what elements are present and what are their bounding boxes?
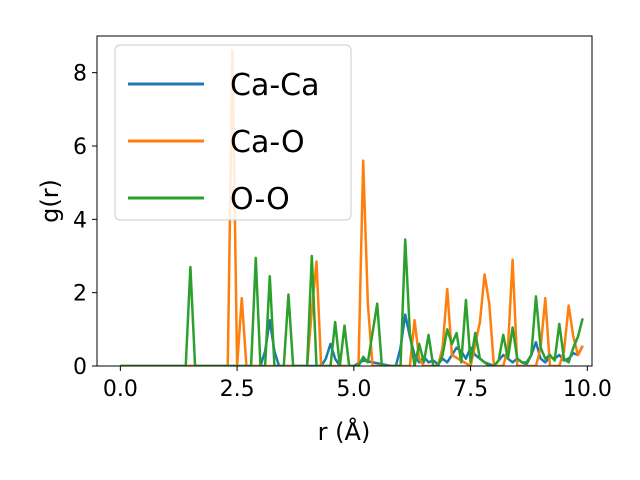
y-tick-label: 4 xyxy=(73,208,87,233)
x-axis: 0.0 2.5 5.0 7.5 10.0 xyxy=(103,366,612,402)
y-axis: 0 2 4 6 8 xyxy=(73,62,97,380)
series-layer xyxy=(120,49,584,366)
plot-area xyxy=(120,49,584,366)
x-axis-label: r (Å) xyxy=(318,417,371,446)
series-line-ca-o xyxy=(120,49,584,366)
series-line-o-o xyxy=(120,238,584,366)
series-line-ca-ca xyxy=(120,313,584,366)
y-axis-label: g(r) xyxy=(36,179,64,223)
legend-label-ca-o: Ca-O xyxy=(230,125,305,160)
y-tick-label: 6 xyxy=(73,135,87,160)
y-tick-label: 8 xyxy=(73,62,87,87)
x-tick-label: 2.5 xyxy=(220,377,255,402)
legend-label-ca-ca: Ca-Ca xyxy=(230,68,320,103)
y-tick-label: 0 xyxy=(73,355,87,380)
axes-frame xyxy=(96,35,593,367)
legend-frame xyxy=(114,44,352,221)
x-tick-label: 10.0 xyxy=(563,377,612,402)
y-tick-label: 2 xyxy=(73,282,87,307)
x-tick-label: 5.0 xyxy=(336,377,371,402)
x-tick-label: 0.0 xyxy=(103,377,138,402)
x-tick-label: 7.5 xyxy=(453,377,488,402)
legend-label-o-o: O-O xyxy=(230,182,290,217)
legend: Ca-Ca Ca-O O-O xyxy=(114,44,352,221)
